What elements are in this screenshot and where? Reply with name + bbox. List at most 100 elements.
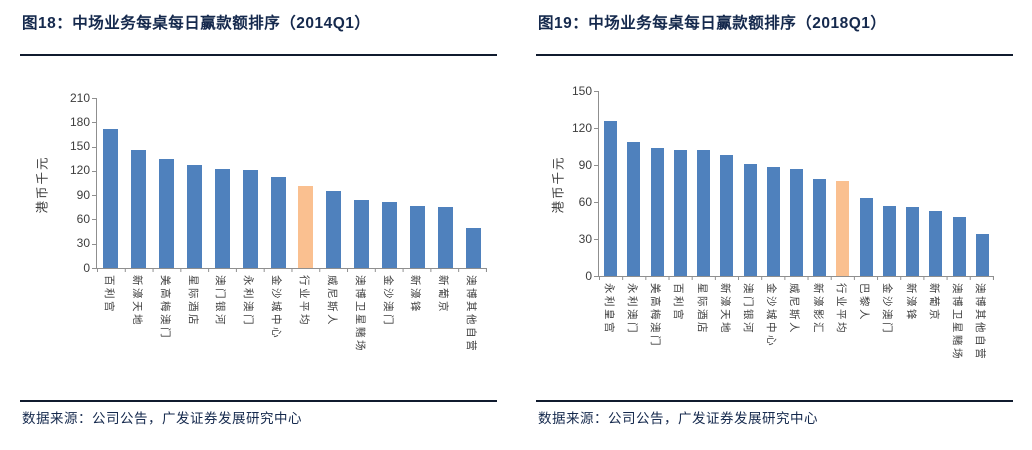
bar-slot: 美高梅澳门 [645,91,668,348]
bar [720,155,734,276]
bar-slot: 百利宫 [97,98,125,314]
bar [103,128,119,268]
y-axis-tick-label: 0 [585,268,592,283]
bar [627,141,641,276]
bar [326,191,342,268]
figure-19-data-source: 数据来源：公司公告，广发证券发展研究中心 [538,411,818,426]
y-axis-tick-mark [594,165,599,166]
y-axis-tick-mark [92,146,97,148]
y-axis-tick-mark [594,239,599,240]
bar-slot: 星际酒店 [692,91,715,335]
bar-industry-average [298,186,314,268]
category-label: 新濠天地 [718,283,731,335]
y-axis-tick-label: 90 [76,187,90,202]
y-axis-tick-label: 180 [69,114,90,129]
bar-slot: 新濠影汇 [808,91,831,335]
figure-18-panel: 图18：中场业务每桌每日赢款额排序（2014Q1） 港币千元 0 30 60 90 12… [20,15,497,426]
figure-19-title: 图19：中场业务每桌每日赢款额排序（2018Q1） [538,15,887,32]
y-axis-tick-mark [594,91,599,92]
figure-19-plot-area: 0 30 60 90 120 150 永利皇宫 永利澳门 美高梅澳门 百利宫 星际酒店 新濠天地 澳门银… [572,84,994,361]
figure-19-source-divider [536,400,1013,402]
y-axis-tick-mark [92,243,97,245]
bar [214,169,230,268]
y-axis-tick-label: 30 [578,231,592,246]
bar [766,167,780,276]
y-axis-tick-label: 30 [76,236,90,251]
category-label: 澳博卫星赌场 [951,283,964,361]
category-label: 新濠影汇 [811,283,824,335]
bar [409,205,425,268]
category-label: 星际酒店 [695,283,708,335]
y-axis-tick-mark [92,219,97,221]
category-label: 金沙澳门 [881,283,894,335]
bar [789,168,803,276]
bar-slot: 星际酒店 [181,98,209,327]
x-axis-tick-marks [97,268,487,272]
y-axis-tick-mark [594,202,599,203]
bar [697,150,711,276]
category-label: 行业平均 [297,275,310,327]
y-axis-tick-label: 0 [83,260,90,275]
x-axis-tick-marks [599,276,994,280]
y-axis-tick-mark [594,128,599,129]
bar [187,165,202,268]
category-label: 美高梅澳门 [158,275,171,340]
category-label: 新葡京 [437,275,450,314]
bar-slot: 澳门银河 [738,91,761,335]
category-label: 百利宫 [672,283,685,322]
bar-slot: 金沙城中心 [762,91,785,348]
bar-slot: 百利宫 [669,91,692,322]
figure-18-y-axis-title: 港币千元 [35,155,50,214]
category-label: 新濠锋 [904,283,917,322]
category-label: 威尼斯人 [788,283,801,335]
y-axis-tick-mark [92,195,97,197]
bar-slot: 金沙城中心 [264,98,292,340]
bar [270,176,286,268]
bar-slot: 新濠天地 [715,91,738,335]
bar [604,120,618,276]
bar [929,210,943,276]
bar-slot: 新葡京 [431,98,459,314]
y-axis-tick-mark [92,170,97,172]
bar-slot: 巴黎人 [855,91,878,322]
bar-slot: 澳博其他自营 [459,98,487,353]
category-label: 新葡京 [927,283,940,322]
bar-slot: 新濠锋 [403,98,431,314]
category-label: 星际酒店 [186,275,199,327]
bar-slot: 新濠锋 [901,91,924,322]
category-label: 百利宫 [102,275,115,314]
bar-slot: 澳博卫星赌场 [348,98,376,353]
y-axis-tick-mark [92,122,97,124]
category-label: 金沙城中心 [765,283,778,348]
bar-slot: 澳门银河 [208,98,236,327]
bar-slot: 永利澳门 [622,91,645,335]
category-label: 威尼斯人 [325,275,338,327]
category-label: 美高梅澳门 [649,283,662,348]
y-axis-tick-label: 150 [571,83,592,98]
bar [242,170,258,268]
y-axis-tick-label: 120 [571,120,592,135]
bar-slot: 新濠天地 [125,98,153,327]
figure-19-panel: 图19：中场业务每桌每日赢款额排序（2018Q1） 港币千元 0 30 60 90 12… [516,0,1032,450]
bar [382,202,398,268]
bar-slot: 威尼斯人 [785,91,808,335]
y-axis-tick-label: 210 [69,90,90,105]
bar-slot: 澳博卫星赌场 [948,91,971,361]
bars-row: 永利皇宫 永利澳门 美高梅澳门 百利宫 星际酒店 新濠天地 澳门银河 金沙城中心 威尼斯人 新濠影… [599,91,994,361]
category-label: 澳博卫星赌场 [353,275,366,353]
bars-row: 百利宫 新濠天地 美高梅澳门 星际酒店 澳门银河 永利澳门 金沙城中心 行业平均 威尼斯人 澳博卫… [97,98,487,353]
bar-slot: 美高梅澳门 [153,98,181,340]
figure-18-plot-area: 0 30 60 90 120 150 180 210 百利宫 新濠天地 美高梅澳门 星际酒店 澳门银河 永… [70,91,487,353]
bar-slot: 行业平均 [292,98,320,327]
bar [650,147,664,276]
category-label: 行业平均 [834,283,847,335]
y-axis-tick-mark [594,276,599,277]
bar [906,206,920,276]
bar [673,150,687,276]
bar [975,234,989,276]
category-label: 新濠天地 [130,275,143,327]
bar-slot: 永利皇宫 [599,91,622,335]
bar [437,207,453,268]
bar [131,149,147,268]
